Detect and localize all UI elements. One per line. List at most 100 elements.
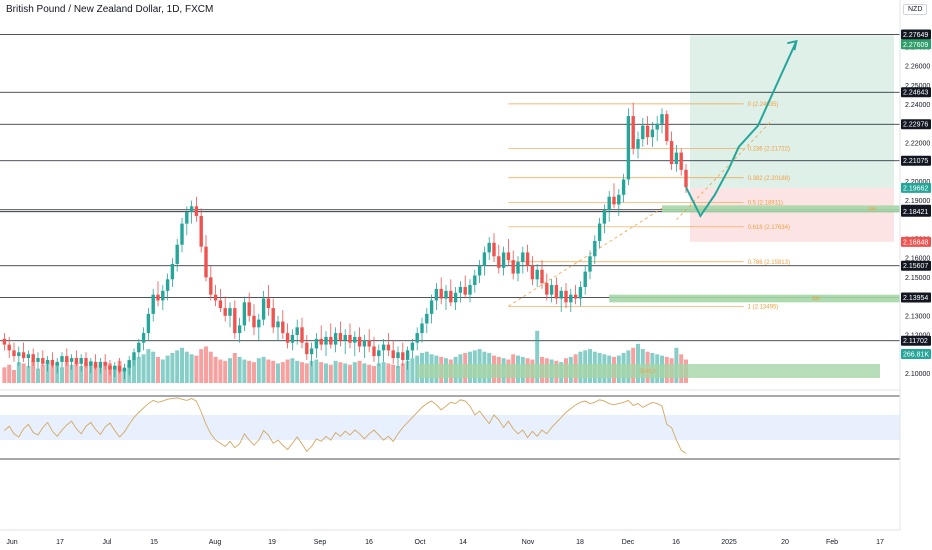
candle-body[interactable]	[487, 242, 491, 253]
candle-body[interactable]	[261, 298, 266, 320]
candle-body[interactable]	[410, 342, 415, 351]
candle-body[interactable]	[17, 352, 21, 357]
price-pane[interactable]: 0 (2.24035) 0.236 (2.21722) 0.382 (2.20188…	[0, 34, 900, 383]
candle-body[interactable]	[386, 344, 391, 351]
candle-body[interactable]	[189, 206, 194, 213]
candle-body[interactable]	[501, 252, 506, 268]
candle-body[interactable]	[525, 252, 530, 266]
candle-body[interactable]	[631, 116, 635, 149]
candle-body[interactable]	[396, 352, 400, 359]
candle-body[interactable]	[674, 152, 679, 165]
candle-body[interactable]	[458, 286, 463, 293]
candle-body[interactable]	[641, 125, 645, 140]
candle-body[interactable]	[477, 265, 482, 276]
currency-button[interactable]: NZD	[903, 4, 928, 15]
candle-body[interactable]	[103, 361, 107, 366]
candle-body[interactable]	[137, 342, 141, 353]
candle-body[interactable]	[583, 271, 587, 287]
candle-body[interactable]	[223, 308, 227, 316]
candle-body[interactable]	[41, 358, 45, 364]
candle-body[interactable]	[36, 358, 40, 362]
candle-body[interactable]	[237, 325, 242, 334]
candle-body[interactable]	[309, 348, 314, 355]
candle-body[interactable]	[636, 139, 640, 149]
candle-body[interactable]	[415, 333, 419, 343]
candle-body[interactable]	[31, 354, 35, 362]
candle-body[interactable]	[266, 298, 271, 309]
candle-body[interactable]	[463, 286, 467, 295]
candle-body[interactable]	[180, 223, 184, 245]
candle-body[interactable]	[242, 302, 247, 326]
candle-body[interactable]	[146, 313, 151, 334]
candle-body[interactable]	[516, 262, 520, 274]
candle-body[interactable]	[233, 308, 237, 334]
candle-body[interactable]	[324, 336, 328, 345]
candle-body[interactable]	[271, 308, 275, 328]
candle-body[interactable]	[50, 359, 55, 366]
candle-body[interactable]	[650, 129, 655, 138]
candle-body[interactable]	[108, 365, 112, 370]
candle-body[interactable]	[434, 288, 439, 301]
candle-body[interactable]	[607, 196, 611, 211]
candle-body[interactable]	[141, 333, 146, 343]
candle-body[interactable]	[74, 358, 79, 364]
candle-body[interactable]	[535, 269, 539, 280]
candle-body[interactable]	[338, 333, 343, 341]
candle-body[interactable]	[353, 336, 357, 343]
candle-body[interactable]	[621, 179, 626, 195]
candle-body[interactable]	[377, 350, 381, 357]
candle-body[interactable]	[175, 244, 179, 264]
candle-body[interactable]	[98, 361, 103, 368]
candle-body[interactable]	[497, 256, 501, 268]
candle-body[interactable]	[597, 223, 602, 241]
candle-body[interactable]	[559, 290, 563, 299]
candle-body[interactable]	[79, 358, 83, 364]
candle-body[interactable]	[132, 352, 136, 360]
candle-body[interactable]	[665, 114, 669, 142]
candle-body[interactable]	[156, 294, 160, 301]
candle-body[interactable]	[185, 212, 189, 224]
candle-body[interactable]	[372, 346, 376, 357]
candle-body[interactable]	[113, 365, 117, 370]
candle-body[interactable]	[564, 290, 568, 303]
candle-body[interactable]	[540, 269, 544, 284]
candle-body[interactable]	[367, 340, 371, 347]
candle-body[interactable]	[545, 283, 549, 295]
candle-body[interactable]	[362, 340, 367, 347]
candle-body[interactable]	[161, 290, 165, 301]
candle-body[interactable]	[93, 361, 98, 368]
candle-body[interactable]	[482, 252, 487, 266]
candle-body[interactable]	[554, 285, 559, 299]
candle-body[interactable]	[684, 169, 688, 188]
candle-body[interactable]	[257, 319, 261, 328]
price-scale[interactable]: 2.270002.260002.250002.240002.230002.220…	[899, 0, 932, 550]
candle-body[interactable]	[391, 350, 395, 359]
candle-body[interactable]	[453, 292, 458, 303]
time-axis[interactable]: Jun 17 Jul 15 Aug 19 Sep 16 Oct 14 Nov 18 Dec 16 2025 2…	[0, 529, 932, 546]
candle-body[interactable]	[612, 196, 616, 205]
candle-body[interactable]	[213, 294, 218, 301]
candle-body[interactable]	[170, 263, 175, 280]
candle-body[interactable]	[439, 288, 443, 299]
candle-body[interactable]	[65, 356, 69, 362]
candle-body[interactable]	[333, 333, 338, 345]
candle-body[interactable]	[314, 338, 319, 349]
candle-body[interactable]	[281, 321, 285, 334]
candle-body[interactable]	[530, 265, 535, 280]
candle-body[interactable]	[295, 327, 299, 335]
candle-body[interactable]	[669, 141, 674, 165]
candle-body[interactable]	[348, 334, 352, 343]
candle-body[interactable]	[381, 344, 386, 351]
candle-body[interactable]	[468, 285, 472, 295]
candle-body[interactable]	[60, 356, 64, 362]
candle-body[interactable]	[117, 365, 122, 372]
candle-body[interactable]	[7, 344, 11, 351]
candle-body[interactable]	[26, 354, 31, 359]
candle-body[interactable]	[21, 352, 26, 359]
candle-body[interactable]	[420, 323, 424, 334]
candle-body[interactable]	[578, 286, 583, 299]
candle-body[interactable]	[127, 359, 131, 368]
candle-body[interactable]	[602, 210, 607, 224]
candle-body[interactable]	[252, 315, 256, 328]
candle-body[interactable]	[343, 334, 347, 341]
